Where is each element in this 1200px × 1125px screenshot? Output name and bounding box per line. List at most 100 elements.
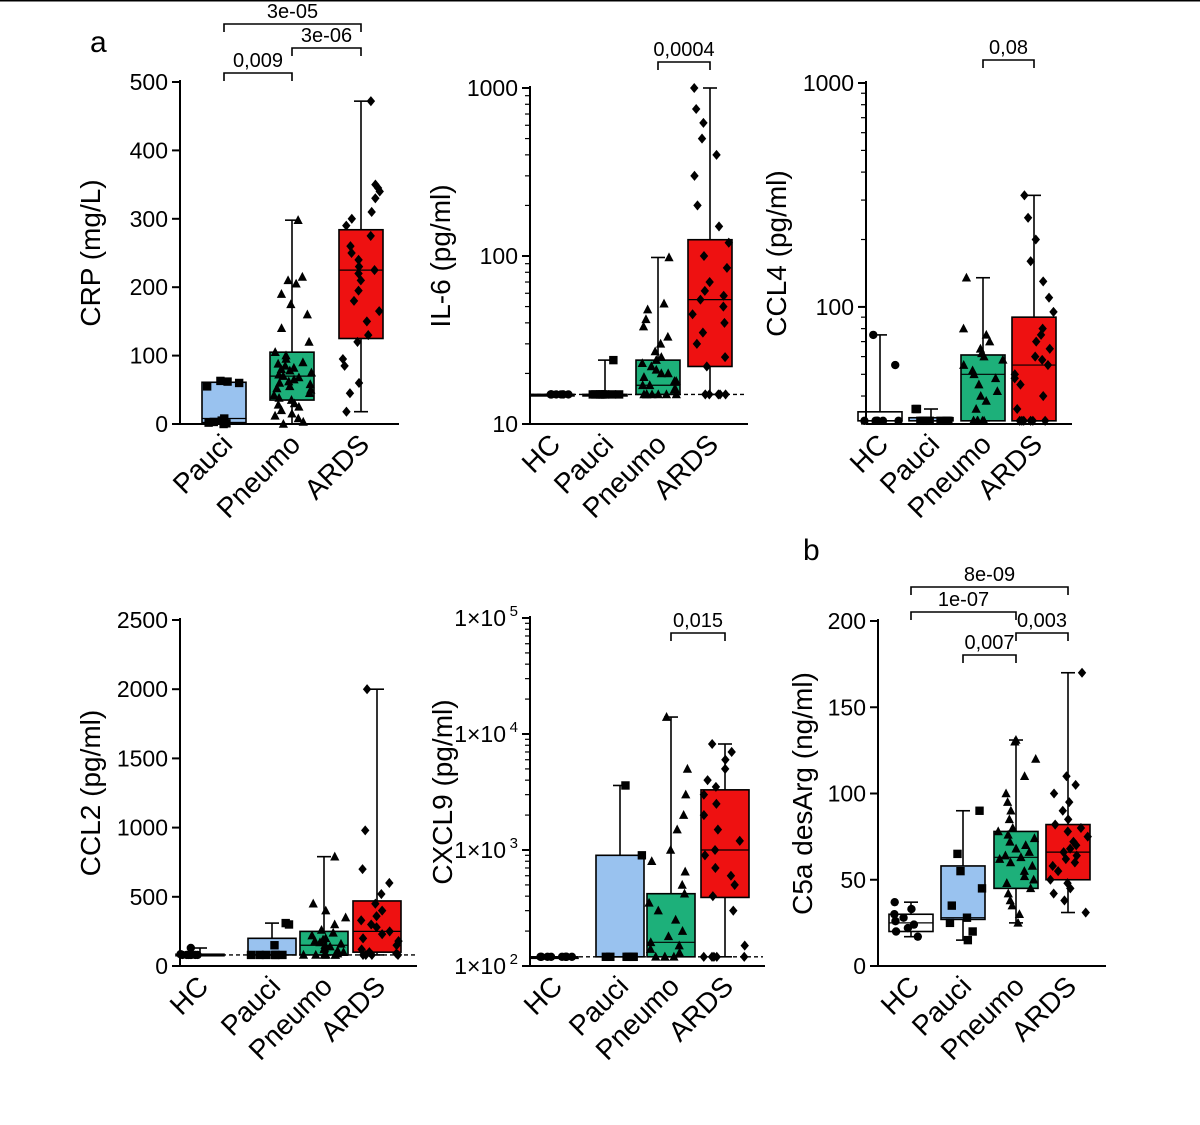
data-point bbox=[720, 352, 730, 363]
data-point bbox=[699, 810, 709, 821]
data-point bbox=[278, 950, 287, 960]
data-point bbox=[269, 390, 279, 400]
data-point bbox=[283, 275, 293, 285]
data-point bbox=[356, 915, 366, 926]
data-point bbox=[1059, 847, 1068, 858]
data-point bbox=[699, 789, 709, 800]
data-point bbox=[246, 950, 256, 960]
p-value-label: 0,0004 bbox=[653, 39, 714, 61]
data-point bbox=[646, 937, 656, 947]
data-point bbox=[354, 285, 363, 296]
significance-bracket: 3e-05 bbox=[223, 1, 362, 32]
data-point bbox=[650, 346, 660, 356]
data-point bbox=[1006, 805, 1016, 815]
data-point bbox=[643, 304, 653, 314]
data-point bbox=[302, 309, 312, 319]
data-point bbox=[220, 414, 229, 423]
box-body bbox=[687, 238, 733, 368]
data-point bbox=[354, 254, 363, 265]
data-point bbox=[1026, 256, 1035, 267]
data-point bbox=[925, 416, 934, 426]
bracket-line bbox=[910, 611, 1017, 620]
data-point bbox=[1020, 190, 1029, 201]
data-point bbox=[316, 924, 327, 934]
data-point bbox=[1030, 351, 1040, 362]
data-point bbox=[1021, 840, 1031, 850]
data-point bbox=[305, 379, 315, 389]
y-tick-exponent: 4 bbox=[510, 719, 518, 736]
data-point bbox=[690, 82, 699, 94]
data-point bbox=[1039, 390, 1048, 402]
p-value-label: 8e-09 bbox=[964, 564, 1015, 586]
data-point bbox=[536, 952, 545, 962]
y-tick-label: 1000 bbox=[803, 70, 854, 96]
data-point bbox=[364, 330, 373, 341]
data-point bbox=[1049, 788, 1059, 799]
data-point bbox=[981, 329, 991, 339]
data-point bbox=[1070, 857, 1080, 868]
y-tick-label: 2000 bbox=[117, 676, 168, 702]
data-point bbox=[959, 360, 969, 369]
data-point bbox=[349, 295, 359, 306]
data-point bbox=[735, 835, 744, 846]
data-point bbox=[722, 262, 732, 273]
data-point bbox=[209, 417, 218, 427]
data-point bbox=[740, 951, 749, 962]
y-tick-label: 10 bbox=[492, 411, 518, 437]
data-point bbox=[366, 96, 376, 107]
x-tick-label: ARDS bbox=[298, 428, 375, 505]
data-point bbox=[370, 265, 379, 276]
data-point bbox=[297, 271, 307, 281]
points-pneumo bbox=[958, 272, 1008, 425]
data-point bbox=[680, 866, 690, 876]
data-point bbox=[394, 936, 403, 947]
data-point bbox=[294, 372, 304, 382]
data-point bbox=[273, 399, 283, 409]
p-value-label: 0,015 bbox=[673, 610, 723, 632]
data-point bbox=[890, 910, 899, 919]
data-point bbox=[330, 851, 340, 861]
data-point bbox=[597, 390, 606, 399]
data-point bbox=[646, 361, 657, 371]
data-point bbox=[320, 940, 330, 950]
data-point bbox=[338, 353, 348, 365]
data-point bbox=[645, 944, 656, 953]
y-tick-label: 1×10 bbox=[454, 605, 506, 631]
data-point bbox=[963, 935, 973, 945]
data-point bbox=[995, 854, 1005, 863]
data-point bbox=[223, 377, 232, 386]
data-point bbox=[255, 950, 264, 960]
y-tick-label: 1×10 bbox=[454, 953, 506, 979]
data-point bbox=[1038, 276, 1048, 287]
data-point bbox=[547, 390, 556, 399]
data-point bbox=[711, 862, 720, 874]
y-tick-exponent: 3 bbox=[510, 835, 518, 852]
data-point bbox=[1050, 819, 1060, 830]
y-tick-label: 1000 bbox=[117, 815, 168, 841]
data-point bbox=[1049, 888, 1058, 899]
bracket-line bbox=[291, 47, 362, 56]
data-point bbox=[1000, 850, 1011, 860]
points-pauci bbox=[911, 404, 953, 426]
data-point bbox=[1046, 874, 1055, 885]
p-value-label: 0,009 bbox=[233, 50, 283, 72]
data-point bbox=[609, 355, 618, 365]
data-point bbox=[362, 684, 372, 695]
data-point bbox=[1013, 917, 1023, 927]
y-tick-label: 1500 bbox=[117, 745, 168, 771]
data-point bbox=[621, 781, 630, 790]
data-point bbox=[371, 179, 380, 190]
data-point bbox=[975, 806, 984, 815]
data-point bbox=[894, 416, 903, 426]
data-point bbox=[679, 888, 690, 898]
data-point bbox=[656, 368, 666, 378]
data-point bbox=[1011, 843, 1021, 853]
y-tick-label: 200 bbox=[828, 608, 866, 634]
bracket-line bbox=[962, 654, 1017, 663]
data-point bbox=[1049, 306, 1058, 317]
data-point bbox=[291, 278, 301, 288]
data-point bbox=[1019, 771, 1030, 781]
data-point bbox=[671, 914, 681, 924]
data-point bbox=[727, 746, 736, 758]
